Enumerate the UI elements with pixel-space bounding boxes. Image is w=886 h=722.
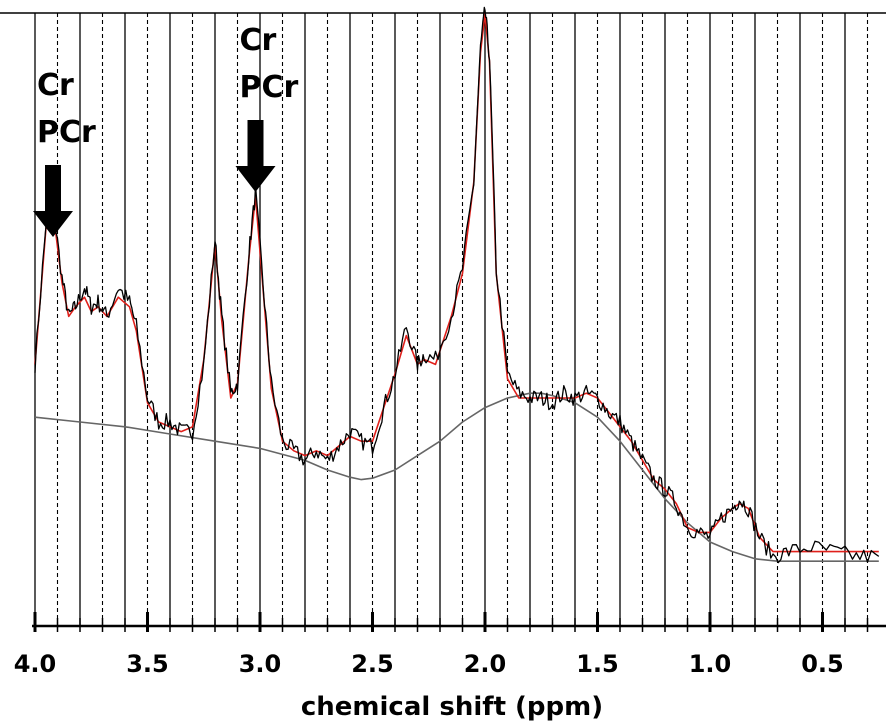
spectrum-series bbox=[34, 6, 880, 564]
peak-label: PCr bbox=[37, 115, 96, 150]
x-axis-ticks bbox=[33, 612, 869, 632]
baseline-series-line bbox=[34, 392, 879, 562]
measured-series-line bbox=[34, 6, 880, 564]
down-arrow-icon bbox=[33, 165, 73, 237]
x-axis-tick-labels: 4.0 3.5 3.0 2.5 2.0 1.5 1.0 0.5 bbox=[14, 650, 844, 678]
x-axis-label: chemical shift (ppm) bbox=[301, 692, 603, 722]
vertical-grid bbox=[34, 13, 869, 626]
peak-label: Cr bbox=[240, 23, 277, 58]
fit-series-line bbox=[34, 13, 879, 553]
x-tick-label: 1.5 bbox=[576, 650, 619, 678]
x-tick-label: 2.0 bbox=[464, 650, 507, 678]
x-tick-label: 1.0 bbox=[689, 650, 732, 678]
peak-label: PCr bbox=[240, 70, 299, 105]
peak-annotations: Cr PCr Cr PCr bbox=[33, 23, 299, 237]
peak-label: Cr bbox=[37, 68, 74, 103]
x-tick-label: 3.0 bbox=[239, 650, 282, 678]
x-tick-label: 3.5 bbox=[126, 650, 169, 678]
x-tick-label: 4.0 bbox=[14, 650, 57, 678]
x-tick-label: 2.5 bbox=[351, 650, 394, 678]
x-tick-label: 0.5 bbox=[801, 650, 844, 678]
down-arrow-icon bbox=[235, 120, 276, 192]
